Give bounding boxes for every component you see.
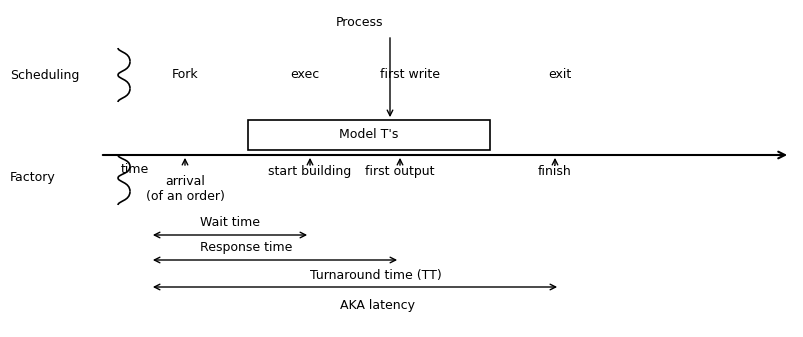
Text: Fork: Fork [172,68,198,82]
Text: Model T's: Model T's [339,128,398,142]
Text: Response time: Response time [200,242,292,254]
Text: first write: first write [380,68,439,82]
Text: finish: finish [537,165,571,178]
Text: Turnaround time (TT): Turnaround time (TT) [310,269,441,281]
Text: start building: start building [268,165,351,178]
Text: arrival
(of an order): arrival (of an order) [145,175,224,203]
Text: time: time [120,163,149,176]
Text: exit: exit [548,68,571,82]
Text: AKA latency: AKA latency [340,299,414,311]
Text: Factory: Factory [10,172,55,184]
Text: Scheduling: Scheduling [10,68,79,82]
Text: exec: exec [290,68,320,82]
Text: Process: Process [336,16,383,29]
Text: Wait time: Wait time [200,215,259,228]
Text: first output: first output [365,165,434,178]
Bar [247,120,489,150]
